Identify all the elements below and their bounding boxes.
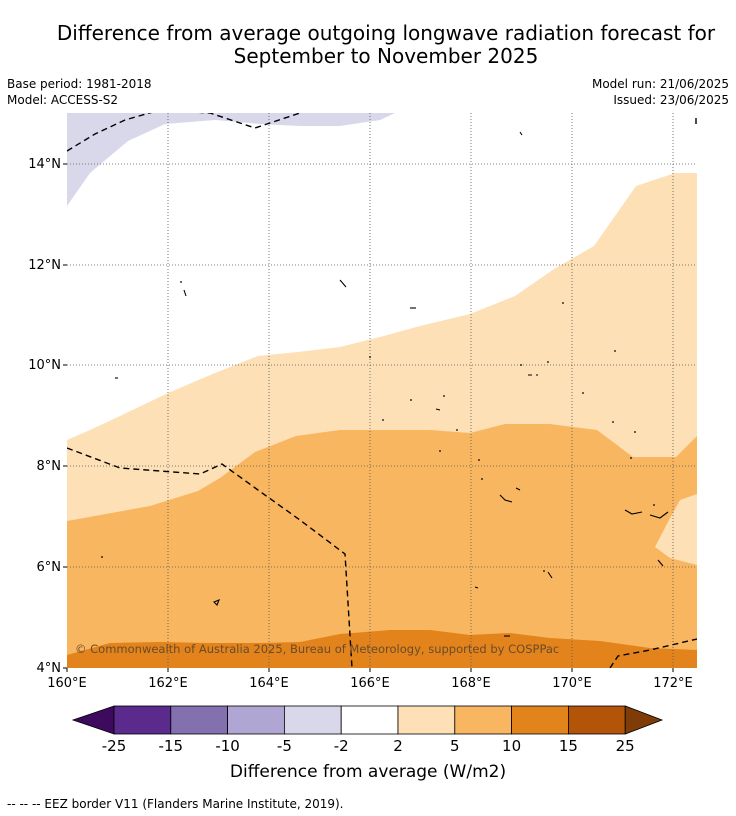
colorbar-tick-label: 10 [502, 737, 521, 755]
model-name: Model: ACCESS-S2 [7, 93, 119, 107]
eez-footnote: -- -- -- EEZ border V11 (Flanders Marine… [7, 797, 344, 811]
colorbar-segment [511, 705, 569, 735]
colorbar-tick-label: -5 [277, 737, 292, 755]
lat-label: 4°N [37, 661, 62, 676]
colorbar-tick-label: 15 [559, 737, 578, 755]
colorbar-extend-low [71, 705, 115, 735]
lat-label: 12°N [28, 258, 61, 273]
colorbar-tick-label: -25 [102, 737, 127, 755]
field-2-5-patch [655, 494, 697, 565]
colorbar-tick-label: 25 [616, 737, 635, 755]
colorbar-segment [170, 705, 229, 735]
colorbar-tick-label: -15 [159, 737, 184, 755]
meta-right: Model run: 21/06/2025 Issued: 23/06/2025 [592, 76, 729, 108]
lat-labels: 14°N 12°N 10°N 8°N 6°N 4°N [28, 157, 61, 676]
lon-label: 172°E [653, 676, 693, 691]
base-period: Base period: 1981-2018 [7, 77, 152, 91]
model-run: Model run: 21/06/2025 [591, 77, 729, 91]
lon-label: 160°E [47, 676, 87, 691]
colorbar-segment [340, 705, 399, 735]
colorbar-segment [454, 705, 512, 735]
lon-label: 170°E [552, 676, 592, 691]
copyright-text: © Commonwealth of Australia 2025, Bureau… [75, 642, 559, 656]
lat-label: 10°N [28, 358, 61, 373]
lon-labels: 160°E 162°E 164°E 166°E 168°E 170°E 172°… [47, 676, 693, 691]
map-panel [67, 113, 697, 668]
lat-label: 14°N [28, 157, 61, 172]
title-line-1: Difference from average outgoing longwav… [56, 21, 716, 45]
island-dots [101, 281, 655, 572]
field-10-15 [67, 630, 697, 668]
map-title: Difference from average outgoing longwav… [0, 22, 736, 68]
lon-label: 166°E [350, 676, 390, 691]
colorbar-title: Difference from average (W/m2) [229, 762, 507, 782]
colorbar-extend-high [624, 705, 664, 735]
colorbar-segment [227, 705, 285, 735]
colorbar-segment [397, 705, 456, 735]
colorbar-tick-label: -10 [215, 737, 240, 755]
colorbar-tick-label: -2 [334, 737, 349, 755]
colorbar-tick-label: 5 [450, 737, 460, 755]
meta-left: Base period: 1981-2018 Model: ACCESS-S2 [7, 76, 152, 108]
colorbar-segment [568, 705, 626, 735]
title-line-2: September to November 2025 [233, 44, 539, 68]
colorbar-segment [113, 705, 172, 735]
lat-label: 6°N [37, 560, 62, 575]
graticule [67, 113, 697, 668]
lon-label: 162°E [148, 676, 188, 691]
colorbar-tick-label: 2 [393, 737, 403, 755]
field-neg-2-5 [67, 113, 395, 206]
field-neutral [67, 113, 697, 440]
lat-label: 8°N [37, 459, 62, 474]
eez-borders [67, 113, 697, 668]
colorbar: -25 -15 -10 -5 -2 2 5 10 15 25 [71, 705, 664, 755]
axis-ticks [63, 163, 674, 672]
colorbar-segment [283, 705, 342, 735]
issued-date: Issued: 23/06/2025 [613, 93, 729, 107]
islands [115, 131, 669, 637]
lon-label: 168°E [451, 676, 491, 691]
lon-label: 164°E [249, 676, 289, 691]
